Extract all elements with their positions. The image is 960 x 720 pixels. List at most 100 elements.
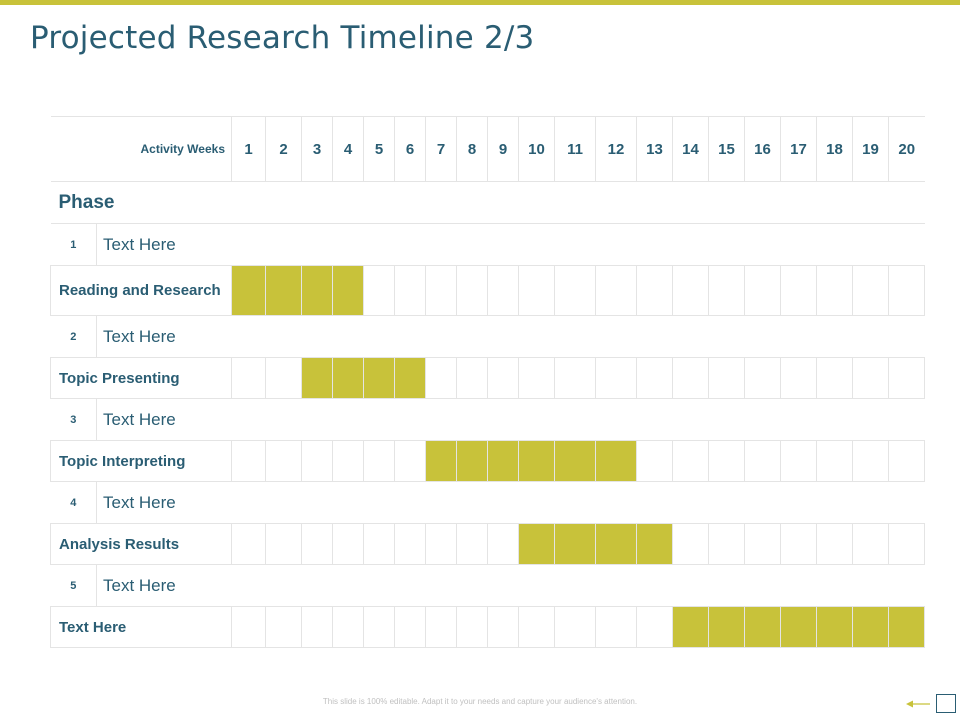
phase-label[interactable]: Text Here: [96, 398, 925, 441]
week-cell[interactable]: [487, 357, 519, 399]
gantt-bar-segment[interactable]: [456, 440, 488, 482]
week-cell[interactable]: [487, 606, 519, 648]
week-cell[interactable]: [487, 265, 519, 316]
week-cell[interactable]: [708, 265, 745, 316]
activity-name[interactable]: Topic Presenting: [50, 357, 232, 399]
week-cell[interactable]: [394, 440, 426, 482]
week-cell[interactable]: [816, 265, 853, 316]
week-cell[interactable]: [332, 606, 364, 648]
week-cell[interactable]: [636, 357, 673, 399]
week-cell[interactable]: [744, 265, 781, 316]
week-cell[interactable]: [487, 523, 519, 565]
week-cell[interactable]: [636, 265, 673, 316]
week-cell[interactable]: [332, 440, 364, 482]
week-cell[interactable]: [852, 440, 889, 482]
week-cell[interactable]: [708, 440, 745, 482]
week-cell[interactable]: [456, 265, 488, 316]
gantt-bar-segment[interactable]: [888, 606, 925, 648]
week-cell[interactable]: [231, 357, 266, 399]
week-cell[interactable]: [744, 523, 781, 565]
activity-name[interactable]: Analysis Results: [50, 523, 232, 565]
week-cell[interactable]: [852, 357, 889, 399]
week-cell[interactable]: [301, 440, 333, 482]
gantt-bar-segment[interactable]: [301, 265, 333, 316]
week-cell[interactable]: [708, 357, 745, 399]
gantt-bar-segment[interactable]: [332, 357, 364, 399]
gantt-bar-segment[interactable]: [852, 606, 889, 648]
week-cell[interactable]: [518, 265, 555, 316]
week-cell[interactable]: [265, 523, 302, 565]
week-cell[interactable]: [744, 440, 781, 482]
gantt-bar-segment[interactable]: [595, 523, 637, 565]
back-arrow-icon[interactable]: [906, 698, 930, 710]
gantt-bar-segment[interactable]: [363, 357, 395, 399]
week-cell[interactable]: [425, 523, 457, 565]
week-cell[interactable]: [363, 606, 395, 648]
week-cell[interactable]: [456, 523, 488, 565]
week-cell[interactable]: [636, 606, 673, 648]
gantt-bar-segment[interactable]: [487, 440, 519, 482]
week-cell[interactable]: [780, 440, 817, 482]
week-cell[interactable]: [363, 523, 395, 565]
gantt-bar-segment[interactable]: [394, 357, 426, 399]
gantt-bar-segment[interactable]: [708, 606, 745, 648]
week-cell[interactable]: [363, 265, 395, 316]
week-cell[interactable]: [301, 606, 333, 648]
phase-label[interactable]: Text Here: [96, 481, 925, 524]
gantt-bar-segment[interactable]: [595, 440, 637, 482]
week-cell[interactable]: [554, 265, 596, 316]
gantt-bar-segment[interactable]: [554, 440, 596, 482]
week-cell[interactable]: [231, 523, 266, 565]
week-cell[interactable]: [816, 440, 853, 482]
week-cell[interactable]: [595, 357, 637, 399]
week-cell[interactable]: [231, 606, 266, 648]
week-cell[interactable]: [265, 440, 302, 482]
gantt-bar-segment[interactable]: [672, 606, 709, 648]
week-cell[interactable]: [888, 357, 925, 399]
week-cell[interactable]: [265, 357, 302, 399]
week-cell[interactable]: [672, 440, 709, 482]
week-cell[interactable]: [708, 523, 745, 565]
gantt-bar-segment[interactable]: [744, 606, 781, 648]
week-cell[interactable]: [888, 523, 925, 565]
gantt-bar-segment[interactable]: [554, 523, 596, 565]
phase-label[interactable]: Text Here: [96, 315, 925, 358]
week-cell[interactable]: [332, 523, 364, 565]
activity-name[interactable]: Reading and Research: [50, 265, 232, 316]
gantt-bar-segment[interactable]: [518, 523, 555, 565]
week-cell[interactable]: [363, 440, 395, 482]
gantt-bar-segment[interactable]: [780, 606, 817, 648]
gantt-bar-segment[interactable]: [636, 523, 673, 565]
phase-label[interactable]: Text Here: [96, 223, 925, 266]
week-cell[interactable]: [425, 606, 457, 648]
week-cell[interactable]: [816, 523, 853, 565]
gantt-bar-segment[interactable]: [518, 440, 555, 482]
week-cell[interactable]: [816, 357, 853, 399]
next-slide-button[interactable]: [936, 694, 956, 713]
phase-label[interactable]: Text Here: [96, 564, 925, 607]
week-cell[interactable]: [518, 606, 555, 648]
week-cell[interactable]: [231, 440, 266, 482]
gantt-bar-segment[interactable]: [301, 357, 333, 399]
week-cell[interactable]: [852, 523, 889, 565]
gantt-bar-segment[interactable]: [816, 606, 853, 648]
week-cell[interactable]: [888, 265, 925, 316]
week-cell[interactable]: [394, 606, 426, 648]
week-cell[interactable]: [888, 440, 925, 482]
week-cell[interactable]: [394, 523, 426, 565]
week-cell[interactable]: [780, 265, 817, 316]
week-cell[interactable]: [394, 265, 426, 316]
week-cell[interactable]: [456, 606, 488, 648]
week-cell[interactable]: [780, 357, 817, 399]
week-cell[interactable]: [780, 523, 817, 565]
week-cell[interactable]: [672, 265, 709, 316]
week-cell[interactable]: [852, 265, 889, 316]
week-cell[interactable]: [672, 357, 709, 399]
week-cell[interactable]: [744, 357, 781, 399]
activity-name[interactable]: Topic Interpreting: [50, 440, 232, 482]
week-cell[interactable]: [425, 357, 457, 399]
week-cell[interactable]: [301, 523, 333, 565]
gantt-bar-segment[interactable]: [332, 265, 364, 316]
gantt-bar-segment[interactable]: [231, 265, 266, 316]
week-cell[interactable]: [554, 606, 596, 648]
